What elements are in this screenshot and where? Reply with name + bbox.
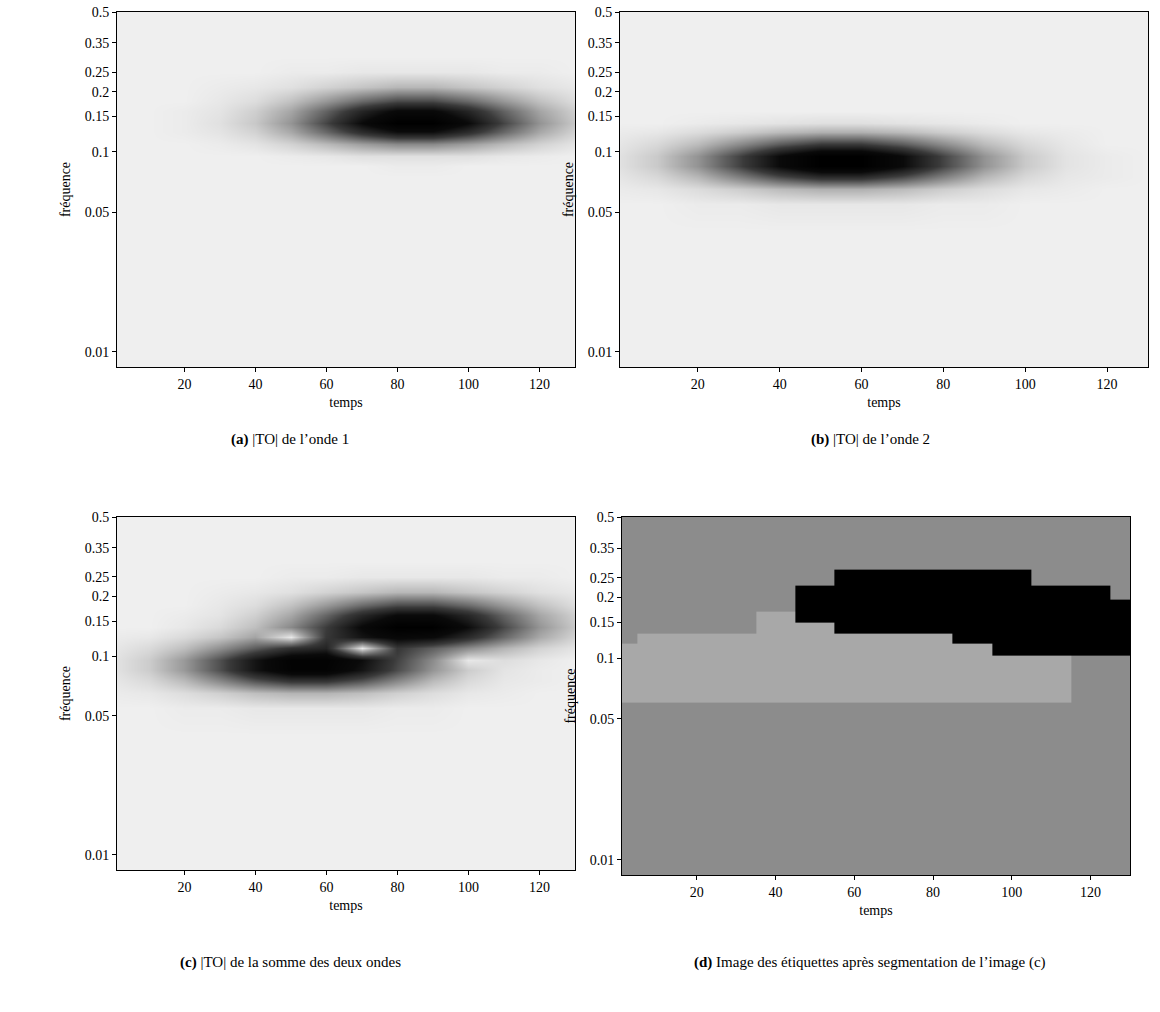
svg-text:0.15: 0.15 (588, 109, 613, 124)
svg-text:80: 80 (936, 377, 950, 392)
svg-text:fréquence: fréquence (563, 668, 578, 723)
svg-text:0.35: 0.35 (588, 36, 613, 51)
svg-text:(c) |TO| de la somme des deux: (c) |TO| de la somme des deux ondes (180, 954, 401, 971)
svg-text:20: 20 (691, 377, 705, 392)
svg-text:80: 80 (390, 880, 404, 895)
svg-text:0.2: 0.2 (597, 590, 615, 605)
svg-text:20: 20 (690, 885, 704, 900)
svg-text:120: 120 (529, 377, 550, 392)
svg-text:120: 120 (529, 880, 550, 895)
svg-text:100: 100 (458, 377, 479, 392)
svg-text:40: 40 (248, 880, 262, 895)
svg-text:0.01: 0.01 (588, 345, 613, 360)
svg-text:0.35: 0.35 (590, 541, 615, 556)
svg-text:60: 60 (854, 377, 868, 392)
svg-text:0.2: 0.2 (92, 85, 110, 100)
svg-text:20: 20 (177, 377, 191, 392)
svg-text:0.1: 0.1 (92, 649, 110, 664)
svg-text:120: 120 (1097, 377, 1118, 392)
svg-text:0.25: 0.25 (85, 570, 110, 585)
svg-text:0.15: 0.15 (590, 615, 615, 630)
svg-text:0.1: 0.1 (92, 145, 110, 160)
svg-text:0.15: 0.15 (85, 614, 110, 629)
svg-text:fréquence: fréquence (58, 162, 73, 217)
svg-text:0.01: 0.01 (590, 853, 615, 868)
svg-text:0.2: 0.2 (92, 589, 110, 604)
svg-text:0.5: 0.5 (92, 5, 110, 20)
svg-text:0.35: 0.35 (85, 36, 110, 51)
svg-text:0.35: 0.35 (85, 541, 110, 556)
svg-text:40: 40 (248, 377, 262, 392)
svg-text:0.15: 0.15 (85, 109, 110, 124)
svg-text:100: 100 (1001, 885, 1022, 900)
svg-text:fréquence: fréquence (561, 162, 576, 217)
svg-text:temps: temps (859, 903, 892, 918)
svg-text:(d) Image des étiquettes après: (d) Image des étiquettes après segmentat… (694, 954, 1046, 971)
svg-text:0.05: 0.05 (85, 709, 110, 724)
svg-text:40: 40 (769, 885, 783, 900)
svg-text:fréquence: fréquence (58, 666, 73, 721)
svg-text:100: 100 (458, 880, 479, 895)
svg-text:20: 20 (177, 880, 191, 895)
svg-text:80: 80 (926, 885, 940, 900)
svg-text:0.01: 0.01 (85, 848, 110, 863)
svg-text:0.1: 0.1 (595, 145, 613, 160)
svg-text:temps: temps (867, 395, 900, 410)
svg-text:temps: temps (329, 898, 362, 913)
svg-text:0.5: 0.5 (595, 5, 613, 20)
svg-text:80: 80 (390, 377, 404, 392)
svg-text:(b) |TO| de l’onde 2: (b) |TO| de l’onde 2 (811, 431, 930, 448)
svg-text:0.2: 0.2 (595, 85, 613, 100)
svg-text:temps: temps (329, 395, 362, 410)
svg-text:120: 120 (1080, 885, 1101, 900)
svg-text:0.25: 0.25 (588, 65, 613, 80)
svg-text:60: 60 (319, 880, 333, 895)
svg-text:40: 40 (773, 377, 787, 392)
svg-text:0.01: 0.01 (85, 345, 110, 360)
svg-text:0.25: 0.25 (85, 65, 110, 80)
svg-text:0.05: 0.05 (588, 205, 613, 220)
svg-text:100: 100 (1015, 377, 1036, 392)
svg-text:60: 60 (319, 377, 333, 392)
svg-text:0.05: 0.05 (85, 205, 110, 220)
svg-text:0.5: 0.5 (597, 510, 615, 525)
svg-text:(a) |TO| de l’onde 1: (a) |TO| de l’onde 1 (231, 431, 349, 448)
svg-text:0.1: 0.1 (597, 651, 615, 666)
svg-text:0.05: 0.05 (590, 712, 615, 727)
svg-text:0.25: 0.25 (590, 571, 615, 586)
svg-text:60: 60 (847, 885, 861, 900)
svg-text:0.5: 0.5 (92, 510, 110, 525)
